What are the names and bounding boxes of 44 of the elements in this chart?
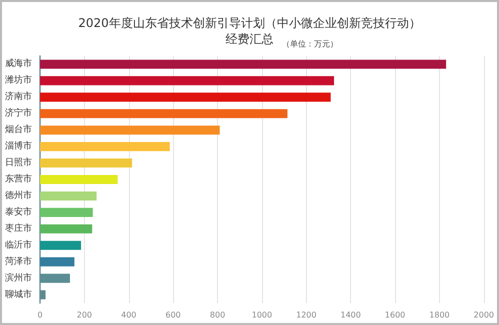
x-tick-label: 0: [37, 310, 43, 320]
x-tick-label: 1800: [429, 310, 450, 320]
bar: [40, 208, 93, 217]
bar: [40, 109, 288, 118]
x-tick-label: 1600: [384, 310, 406, 320]
y-tick-label: 东营市: [5, 174, 32, 184]
bar: [40, 60, 446, 69]
chart-title: 2020年度山东省技术创新引导计划（中小微企业创新竞技行动）: [78, 16, 421, 30]
y-tick-label: 烟台市: [5, 124, 32, 136]
bar: [40, 142, 170, 152]
chart-subtitle: 经费汇总: [226, 32, 274, 46]
bar: [40, 290, 46, 300]
y-tick-label: 泰安市: [5, 206, 32, 218]
y-tick-label: 聊城市: [5, 288, 32, 300]
bar: [40, 191, 97, 200]
y-tick-label: 济宁市: [5, 108, 32, 119]
x-tick-label: 1000: [252, 310, 272, 320]
bar: [40, 126, 220, 135]
y-tick-label: 菏泽市: [5, 256, 32, 267]
x-tick-label: 200: [76, 310, 92, 320]
bar: [40, 174, 118, 184]
x-tick-label: 1200: [296, 310, 316, 320]
y-tick-label: 德州市: [5, 190, 32, 201]
bar: [40, 274, 70, 283]
bar: [40, 76, 334, 86]
y-tick-label: 枣庄市: [5, 222, 32, 234]
y-tick-label: 济南市: [5, 91, 32, 102]
x-tick-label: 800: [210, 310, 226, 320]
bar: [40, 240, 82, 250]
y-tick-label: 威海市: [5, 58, 32, 70]
y-tick-label: 日照市: [5, 157, 32, 168]
text: （单位：万元）: [282, 40, 338, 48]
bar: [40, 224, 92, 234]
bar: [40, 158, 132, 168]
bar: [40, 92, 331, 102]
x-tick-label: 2000: [474, 310, 494, 320]
x-tick-label: 1400: [340, 310, 361, 320]
y-tick-label: 滨州市: [5, 272, 32, 284]
bar: [40, 257, 74, 266]
x-tick-label: 600: [166, 310, 181, 320]
y-tick-label: 临沂市: [5, 239, 32, 250]
y-tick-label: 淄博市: [5, 140, 32, 152]
x-tick-label: 400: [121, 310, 136, 320]
y-tick-label: 潍坊市: [5, 74, 32, 86]
